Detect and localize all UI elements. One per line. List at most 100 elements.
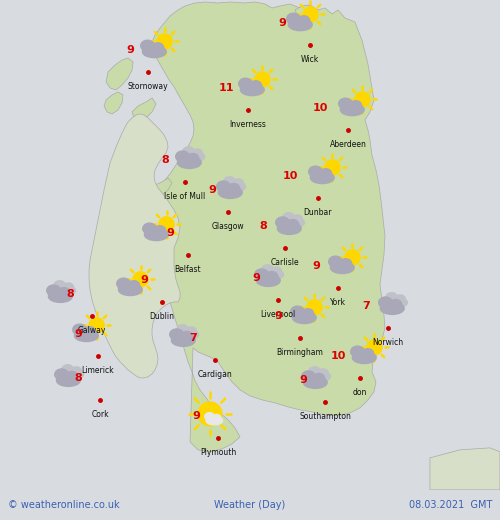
- Ellipse shape: [152, 43, 164, 52]
- Text: Liverpool: Liverpool: [260, 310, 296, 319]
- Text: Dublin: Dublin: [150, 312, 174, 321]
- Text: Glasgow: Glasgow: [212, 222, 244, 231]
- Ellipse shape: [178, 157, 201, 168]
- Circle shape: [355, 92, 370, 107]
- Text: 9: 9: [192, 411, 200, 421]
- Ellipse shape: [284, 217, 304, 228]
- Ellipse shape: [318, 369, 328, 377]
- Text: 7: 7: [189, 333, 197, 343]
- Text: Aberdeen: Aberdeen: [330, 140, 366, 149]
- Ellipse shape: [302, 371, 316, 382]
- Ellipse shape: [264, 269, 283, 280]
- Ellipse shape: [64, 283, 74, 291]
- Ellipse shape: [212, 414, 221, 421]
- Ellipse shape: [233, 179, 243, 187]
- Text: 8: 8: [161, 155, 169, 165]
- Ellipse shape: [178, 330, 199, 340]
- Text: 9: 9: [274, 311, 282, 321]
- Ellipse shape: [312, 373, 324, 383]
- Ellipse shape: [58, 288, 70, 297]
- Text: don: don: [353, 388, 367, 397]
- Text: Cardigan: Cardigan: [198, 370, 232, 379]
- Ellipse shape: [187, 153, 198, 163]
- Ellipse shape: [387, 297, 407, 307]
- Ellipse shape: [177, 325, 188, 334]
- Ellipse shape: [395, 295, 406, 303]
- Text: 9: 9: [252, 273, 260, 283]
- Circle shape: [307, 300, 322, 315]
- Ellipse shape: [350, 346, 364, 357]
- Ellipse shape: [216, 181, 230, 192]
- Ellipse shape: [118, 283, 142, 295]
- Text: 7: 7: [362, 301, 370, 311]
- Text: Weather (Day): Weather (Day): [214, 500, 286, 510]
- Text: 08.03.2021  GMT: 08.03.2021 GMT: [409, 500, 492, 510]
- Text: Norwich: Norwich: [372, 338, 404, 347]
- Ellipse shape: [228, 184, 239, 193]
- Circle shape: [303, 7, 318, 22]
- Ellipse shape: [386, 293, 398, 302]
- Ellipse shape: [266, 271, 278, 281]
- Text: © weatheronline.co.uk: © weatheronline.co.uk: [8, 500, 119, 510]
- Ellipse shape: [128, 281, 140, 290]
- Ellipse shape: [184, 151, 204, 162]
- Ellipse shape: [140, 40, 154, 51]
- Text: 9: 9: [126, 45, 134, 55]
- Polygon shape: [148, 178, 172, 197]
- Ellipse shape: [328, 256, 342, 267]
- Ellipse shape: [308, 166, 322, 177]
- Text: Galway: Galway: [78, 326, 106, 335]
- Ellipse shape: [352, 352, 376, 363]
- Ellipse shape: [286, 219, 298, 229]
- Ellipse shape: [142, 223, 156, 234]
- Ellipse shape: [302, 309, 314, 318]
- Text: Inverness: Inverness: [230, 120, 266, 129]
- Ellipse shape: [56, 374, 80, 386]
- Circle shape: [255, 72, 270, 87]
- Ellipse shape: [340, 103, 364, 115]
- Text: Cork: Cork: [91, 410, 109, 419]
- Polygon shape: [150, 2, 385, 452]
- Ellipse shape: [73, 324, 86, 335]
- Ellipse shape: [309, 367, 320, 376]
- Ellipse shape: [350, 101, 362, 110]
- Ellipse shape: [192, 149, 202, 157]
- Text: Wick: Wick: [301, 55, 319, 64]
- Ellipse shape: [186, 327, 196, 335]
- Ellipse shape: [206, 417, 222, 425]
- Ellipse shape: [380, 303, 404, 315]
- Ellipse shape: [116, 278, 130, 289]
- Text: 10: 10: [312, 103, 328, 113]
- Text: Birmingham: Birmingham: [276, 348, 324, 357]
- Text: 10: 10: [330, 351, 345, 361]
- Text: 10: 10: [282, 171, 298, 181]
- Ellipse shape: [283, 213, 294, 222]
- Text: 8: 8: [259, 221, 267, 231]
- Text: 9: 9: [208, 185, 216, 195]
- Polygon shape: [104, 92, 123, 114]
- Ellipse shape: [47, 285, 60, 296]
- Circle shape: [367, 340, 382, 355]
- Ellipse shape: [238, 78, 252, 89]
- Circle shape: [89, 318, 104, 333]
- Ellipse shape: [256, 275, 280, 287]
- Polygon shape: [295, 5, 315, 20]
- Ellipse shape: [292, 311, 316, 323]
- Text: 8: 8: [74, 373, 82, 383]
- Ellipse shape: [54, 281, 66, 290]
- Polygon shape: [430, 448, 500, 490]
- Ellipse shape: [181, 332, 192, 341]
- Circle shape: [133, 272, 148, 287]
- Ellipse shape: [142, 46, 166, 58]
- Ellipse shape: [320, 168, 332, 178]
- Text: 9: 9: [166, 228, 174, 238]
- Text: Dunbar: Dunbar: [304, 208, 332, 217]
- Ellipse shape: [66, 371, 78, 381]
- Circle shape: [157, 34, 172, 49]
- Circle shape: [198, 402, 222, 426]
- Ellipse shape: [262, 265, 274, 274]
- Ellipse shape: [55, 369, 68, 380]
- Ellipse shape: [144, 229, 168, 241]
- Polygon shape: [89, 114, 180, 378]
- Ellipse shape: [170, 329, 183, 340]
